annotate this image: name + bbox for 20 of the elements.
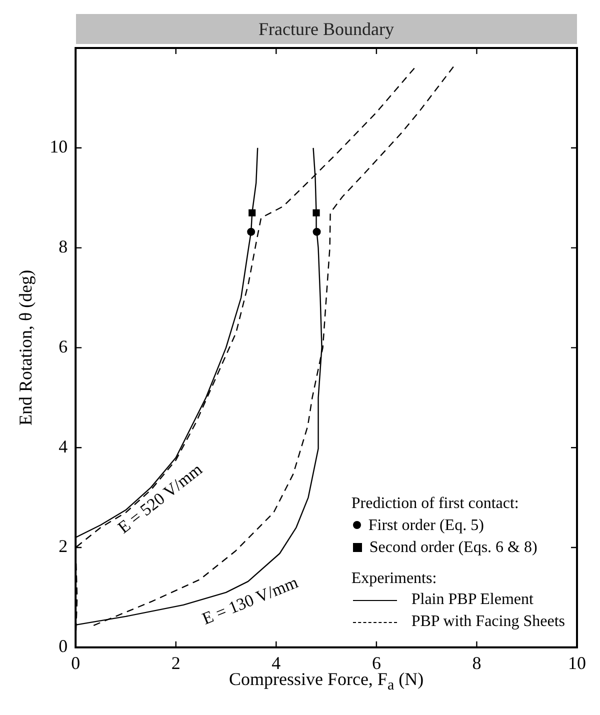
x-tick-label: 8 (472, 652, 482, 673)
y-tick-label: 4 (58, 436, 68, 456)
legend-title: Prediction of first contact: (351, 494, 520, 514)
y-tick-label: 0 (58, 636, 68, 656)
y-tick-label: 10 (50, 136, 68, 157)
y-axis-title: End Rotation, θ (deg) (16, 270, 36, 426)
legend-label: PBP with Facing Sheets (411, 612, 565, 632)
text: Fracture Boundary (76, 14, 577, 44)
y-tick-label: 8 (58, 236, 68, 257)
x-tick-label: 2 (171, 652, 180, 673)
x-tick-label: 0 (71, 652, 80, 673)
y-tick-label: 6 (58, 336, 68, 356)
legend-label: Second order (Eqs. 6 & 8) (369, 538, 538, 558)
legend-label: Plain PBP Element (411, 590, 534, 610)
annotation: E = 520 V/mm (114, 460, 206, 538)
annotation: Experiments: (351, 569, 438, 590)
annotation: E = 130 V/mm (200, 572, 301, 628)
x-tick-label: 10 (568, 652, 586, 673)
legend-label: First order (Eq. 5) (368, 516, 484, 536)
y-tick-label: 2 (58, 536, 68, 556)
